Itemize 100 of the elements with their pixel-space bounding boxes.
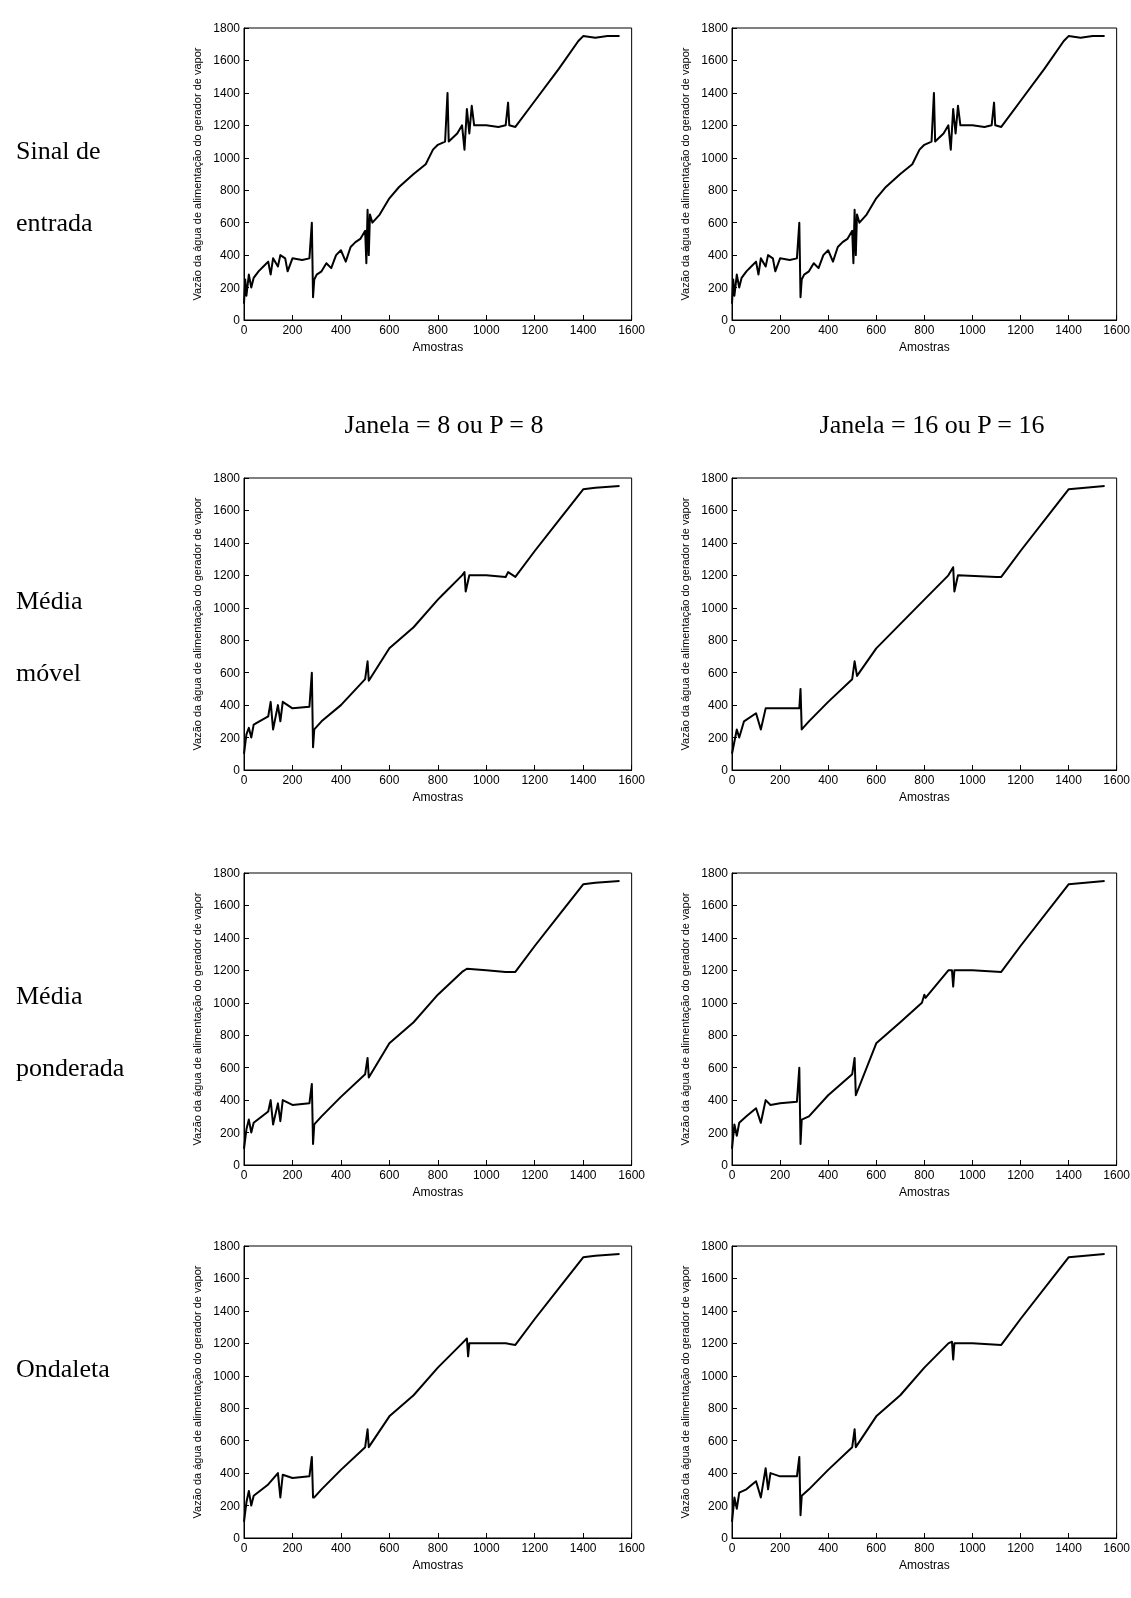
y-tick-label: 1400 [213,85,241,100]
x-tick-label: 200 [282,323,303,337]
y-tick-label: 1600 [701,898,729,913]
y-tick-label: 400 [219,1093,241,1108]
x-axis-title: Amostras [898,339,950,354]
y-tick-label: 1200 [701,568,729,583]
x-tick-label: 1200 [1007,773,1035,787]
x-tick-label: 800 [427,1541,449,1555]
x-tick-label: 600 [866,323,887,337]
y-tick-label: 1600 [213,1271,241,1286]
x-tick-label: 1000 [959,773,987,787]
x-tick-label: 600 [866,1541,887,1555]
x-tick-label: 400 [818,1168,839,1182]
x-tick-label: 1600 [1103,323,1131,337]
x-tick-label: 1400 [569,323,597,337]
x-tick-label: 1600 [1103,1541,1131,1555]
x-axis-title: Amostras [898,1557,950,1572]
y-tick-label: 1000 [701,995,729,1010]
y-tick-label: 1800 [701,1239,729,1253]
y-tick-label: 1800 [213,21,241,35]
y-tick-label: 800 [707,1401,729,1416]
y-axis-title: Vazão da água de alimentação do gerador de vapor [190,497,203,751]
y-tick-label: 1200 [213,118,241,133]
y-tick-label: 1200 [701,118,729,133]
x-tick-label: 1000 [472,773,500,787]
y-tick-label: 0 [721,1531,729,1545]
x-tick-label: 1400 [1055,1168,1083,1182]
y-axis-title: Vazão da água de alimentação do gerador de vapor [190,47,203,301]
y-tick-label: 1800 [213,866,241,880]
y-tick-label: 1800 [213,471,241,485]
y-tick-label: 400 [219,248,241,263]
y-tick-label: 600 [707,1433,729,1448]
y-tick-label: 1200 [701,1336,729,1351]
y-tick-label: 1400 [701,85,729,100]
y-tick-label: 1200 [701,963,729,978]
y-tick-label: 1600 [701,53,729,68]
x-tick-label: 800 [427,1168,449,1182]
chart-title: Janela = 16 ou P = 16 [819,409,1045,439]
y-tick-label: 600 [707,665,729,680]
x-tick-label: 400 [330,1168,352,1182]
y-tick-label: 400 [707,698,729,713]
x-tick-label: 800 [914,323,935,337]
x-tick-label: 1200 [521,1541,549,1555]
x-tick-label: 1000 [472,1168,500,1182]
y-tick-label: 0 [233,763,241,777]
y-tick-label: 1000 [213,150,241,165]
x-axis-title: Amostras [898,1184,950,1199]
text: Ondaleta [16,1353,111,1383]
y-tick-label: 1400 [701,930,729,945]
y-tick-label: 1600 [213,53,241,68]
y-tick-label: 400 [219,698,241,713]
y-axis-title: Vazão da água de alimentação do gerador de vapor [678,892,691,1146]
x-tick-label: 400 [330,323,352,337]
y-tick-label: 200 [219,1125,241,1140]
x-axis-title: Amostras [898,789,950,804]
x-axis-title: Amostras [412,1184,464,1199]
text: Média ponderada [16,980,125,1082]
y-axis-title: Vazão da água de alimentação do gerador de vapor [678,497,691,751]
y-tick-label: 1000 [213,1368,241,1383]
x-tick-label: 400 [818,773,839,787]
y-tick-label: 400 [707,1466,729,1481]
x-tick-label: 1400 [569,773,597,787]
x-axis-title: Amostras [412,1557,464,1572]
x-tick-label: 600 [379,323,400,337]
x-axis-title: Amostras [412,789,464,804]
y-axis-title: Vazão da água de alimentação do gerador de vapor [190,892,203,1146]
y-tick-label: 0 [721,763,729,777]
x-tick-label: 1000 [959,323,987,337]
x-tick-label: 200 [770,1541,791,1555]
x-tick-label: 1200 [521,323,549,337]
x-tick-label: 1400 [569,1541,597,1555]
chart-title: Janela = 8 ou P = 8 [344,409,544,439]
x-tick-label: 1000 [959,1168,987,1182]
y-tick-label: 600 [219,215,241,230]
x-tick-label: 600 [379,1168,400,1182]
y-tick-label: 1600 [701,1271,729,1286]
y-tick-label: 0 [233,313,241,327]
y-tick-label: 600 [707,215,729,230]
y-tick-label: 1000 [701,1368,729,1383]
x-tick-label: 1000 [472,323,500,337]
y-tick-label: 1400 [701,535,729,550]
x-tick-label: 1000 [959,1541,987,1555]
y-tick-label: 800 [707,1028,729,1043]
x-tick-label: 1600 [618,323,646,337]
y-tick-label: 800 [219,183,241,198]
x-tick-label: 1600 [618,773,646,787]
y-tick-label: 1200 [213,1336,241,1351]
x-tick-label: 400 [818,323,839,337]
x-tick-label: 1400 [569,1168,597,1182]
x-tick-label: 800 [914,1541,935,1555]
y-tick-label: 1600 [213,503,241,518]
y-tick-label: 1000 [701,150,729,165]
text: Média móvel [16,585,83,687]
x-tick-label: 200 [770,773,791,787]
x-tick-label: 1200 [521,773,549,787]
y-tick-label: 400 [219,1466,241,1481]
x-tick-label: 200 [282,1541,303,1555]
y-tick-label: 1800 [701,21,729,35]
x-tick-label: 1400 [1055,773,1083,787]
y-tick-label: 800 [219,633,241,648]
